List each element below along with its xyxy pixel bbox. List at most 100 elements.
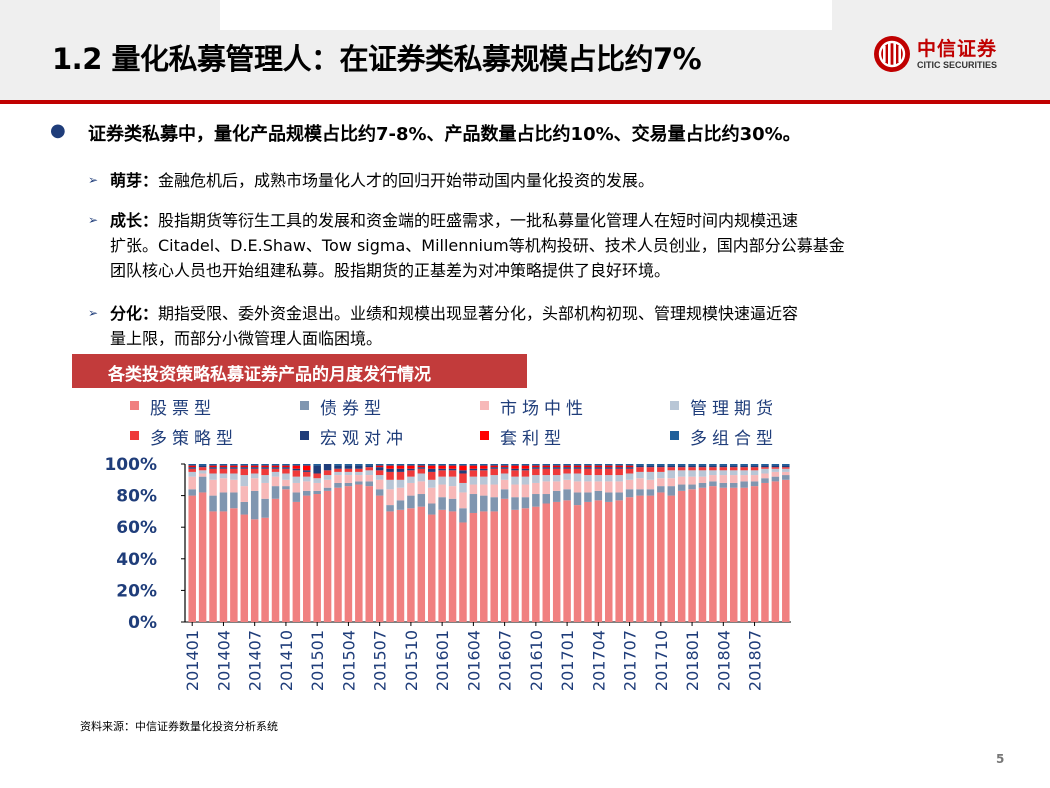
bar-segment (480, 511, 488, 622)
bar-segment (605, 492, 613, 502)
bar-segment (438, 484, 446, 498)
bar-segment (511, 464, 519, 466)
bar-segment (667, 478, 675, 487)
bar-segment (646, 479, 655, 490)
bar-segment (500, 489, 509, 499)
bar-segment (459, 465, 467, 471)
bar-segment (542, 494, 551, 504)
bar-segment (407, 464, 415, 466)
bar-segment (396, 468, 405, 472)
bar-segment (438, 468, 446, 471)
bar-segment (271, 467, 280, 469)
bar-segment (782, 464, 790, 466)
bar-segment (594, 468, 603, 476)
bar-segment (198, 470, 207, 474)
bar-segment (417, 506, 426, 622)
bar-segment (677, 470, 686, 477)
header-divider (0, 100, 1050, 104)
bar-segment (552, 481, 561, 491)
x-tick-label: 201507 (371, 630, 390, 691)
bar-segment (709, 464, 717, 466)
bar-segment (230, 479, 238, 493)
legend-swatch (300, 401, 309, 410)
bar-segment (625, 473, 634, 480)
bar-segment (782, 479, 790, 622)
bar-segment (625, 489, 634, 498)
bar-segment (230, 468, 238, 474)
bar-segment (303, 495, 311, 622)
bar-segment (469, 464, 478, 466)
bar-segment (261, 465, 269, 468)
bar-segment (511, 497, 519, 510)
bar-segment (729, 464, 738, 466)
bar-segment (261, 517, 269, 622)
bar-segment (636, 467, 644, 472)
bar-segment (709, 470, 717, 476)
bar-segment (532, 465, 540, 468)
bar-segment (386, 465, 394, 469)
bullet-dot-icon: ● (50, 120, 66, 141)
bar-segment (605, 501, 613, 622)
bar-segment (688, 489, 696, 622)
bar-segment (334, 468, 342, 472)
bar-segment (438, 464, 446, 466)
bar-segment (615, 500, 623, 622)
bar-segment (605, 467, 613, 469)
bar-segment (375, 470, 384, 476)
legend-label: 多组合型 (690, 429, 778, 449)
bar-segment (313, 482, 321, 491)
bar-segment (355, 484, 363, 622)
stacked-bar-chart: 0% 20% 40% 60% 80% 100% 201401 201404 201407 2014… (104, 455, 791, 691)
bar-segment (552, 490, 561, 502)
bar-segment (386, 489, 394, 506)
bar-segment (209, 468, 217, 474)
bar-segment (698, 467, 707, 471)
bar-segment (344, 471, 353, 476)
bar-segment (188, 489, 196, 496)
bar-segment (407, 470, 415, 477)
bar-segment (625, 465, 634, 468)
bar-segment (303, 465, 311, 471)
bar-segment (646, 467, 655, 472)
bar-segment (209, 511, 217, 622)
bar-segment (615, 468, 623, 476)
bar-segment (677, 490, 686, 622)
bar-segment (500, 479, 509, 490)
bar-segment (313, 473, 321, 479)
source-note: 资料来源：中信证券数量化投资分析系统 (80, 720, 278, 733)
legend-label: 宏观对冲 (320, 429, 408, 449)
logo-text-en: CITIC SECURITIES (917, 60, 998, 70)
bar-segment (292, 464, 301, 466)
bar-segment (677, 465, 686, 468)
bar-segment (375, 475, 384, 480)
bar-segment (490, 465, 498, 468)
bar-segment (313, 494, 321, 622)
bar-segment (771, 467, 780, 469)
bar-segment (282, 479, 290, 487)
x-tick-label: 201410 (277, 630, 296, 691)
bar-segment (542, 468, 551, 476)
citic-logo: 中信证券 CITIC SECURITIES (872, 32, 1022, 78)
bar-segment (427, 464, 436, 466)
bar-segment (198, 492, 207, 622)
bar-segment (584, 501, 592, 622)
bar-segment (250, 465, 259, 468)
bar-segment (594, 467, 603, 469)
bar-segment (688, 484, 696, 490)
bar-segment (375, 489, 384, 496)
bar-segment (750, 475, 759, 482)
bar-segment (750, 465, 759, 468)
legend-label: 多策略型 (150, 429, 238, 449)
legend-swatch (480, 431, 489, 440)
sub-point-text: 量上限，而部分小微管理人面临困境。 (110, 329, 383, 348)
bar-segment (344, 475, 353, 483)
bar-segment (740, 481, 748, 488)
bar-segment (667, 495, 675, 622)
bar-segment (709, 475, 717, 482)
bar-segment (584, 481, 592, 493)
x-tick-label: 201601 (433, 630, 452, 691)
bar-segment (355, 475, 363, 482)
bar-segment (448, 486, 457, 499)
bar-segment (230, 464, 238, 466)
bar-segment (438, 465, 446, 469)
